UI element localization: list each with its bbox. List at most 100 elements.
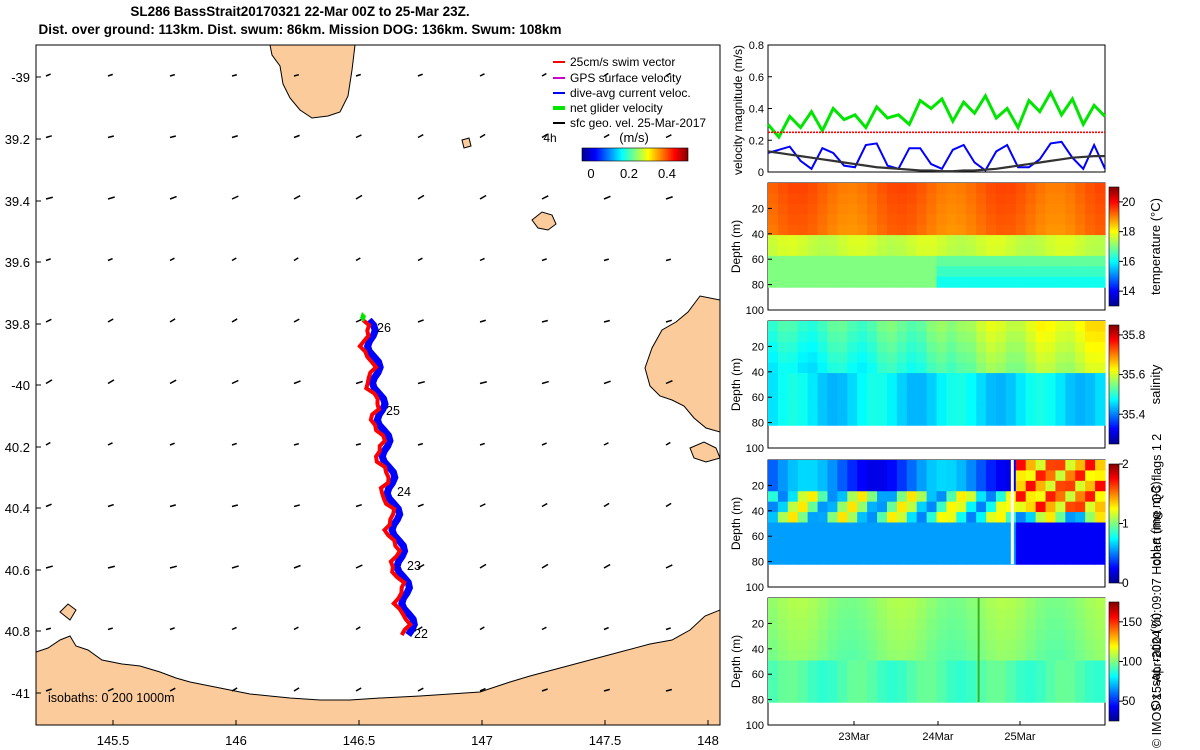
section-cell — [976, 224, 987, 236]
map-axis-ticks: 145.5 146 146.5 147 147.5 148-3939.239.439.63… — [5, 70, 719, 748]
section-cell — [906, 598, 918, 610]
section-cell — [976, 629, 987, 641]
legend-entry-swim: 25cm/s swim vector — [553, 55, 675, 69]
section-cell — [768, 224, 779, 236]
section-cell — [1055, 691, 1066, 703]
section-cell — [1035, 639, 1047, 651]
section-cell — [916, 183, 928, 195]
colorbar-tick-label: 50 — [1122, 694, 1136, 708]
section-cell — [847, 532, 858, 544]
section-cell — [986, 650, 997, 662]
sfc-velocity-arrow — [603, 626, 609, 631]
section-cell — [926, 235, 938, 247]
section-cell — [1065, 183, 1076, 195]
section-cell — [986, 501, 997, 513]
section-cell — [797, 543, 809, 555]
section-cell — [896, 245, 908, 257]
section-cell — [926, 341, 938, 353]
section-cell — [995, 331, 1007, 343]
section-cell — [797, 629, 809, 641]
section-cell — [916, 480, 928, 492]
section-cell — [1075, 639, 1086, 651]
section-cell — [1005, 681, 1017, 693]
section-cell — [1065, 532, 1076, 544]
section-cell — [817, 245, 829, 257]
section-cell — [877, 512, 888, 524]
section-cell — [797, 255, 809, 267]
section-cell — [847, 331, 858, 343]
section-cell — [1045, 214, 1057, 226]
section-cell — [867, 341, 878, 353]
section-cell — [777, 470, 789, 482]
tasmania-coast — [36, 609, 720, 725]
section-cell — [857, 362, 868, 374]
section-cell — [1055, 480, 1066, 492]
section-cell — [946, 501, 957, 513]
velocity-axes — [767, 44, 1106, 173]
section-cell — [976, 512, 987, 524]
section-cell — [1055, 352, 1066, 364]
section-cell — [787, 629, 799, 641]
depth-ylabel: Depth (m) — [729, 497, 743, 550]
section-cell — [906, 183, 918, 195]
section-cell — [807, 470, 819, 482]
section-cell — [966, 203, 977, 215]
section-cell — [946, 352, 957, 364]
section-cell — [837, 522, 848, 534]
section-cell — [926, 203, 938, 215]
section-cell — [797, 608, 809, 620]
section-cell — [797, 512, 809, 524]
section-cell — [1075, 224, 1086, 236]
section-cell — [926, 214, 938, 226]
sfc-velocity-arrow — [293, 318, 300, 323]
section-cell — [777, 383, 789, 395]
dive-avg-velocity-line — [767, 140, 1106, 172]
sfc-velocity-arrow — [45, 196, 53, 200]
section-cell — [995, 618, 1007, 630]
section-cell — [1015, 691, 1027, 703]
section-cell — [936, 532, 948, 544]
section-cell — [1095, 414, 1106, 426]
section-cell — [777, 362, 789, 374]
section-cell — [1015, 266, 1027, 278]
section-cell — [807, 193, 819, 205]
section-cell — [827, 660, 838, 672]
depth-tick-label: 60 — [752, 531, 764, 543]
section-cell — [1025, 691, 1037, 703]
section-cell — [1095, 629, 1106, 641]
section-cell — [867, 522, 878, 534]
section-cell — [896, 491, 908, 503]
section-colorbar — [1108, 601, 1120, 722]
section-cell — [777, 352, 789, 364]
sfc-velocity-arrow — [169, 257, 175, 262]
section-cell — [966, 598, 977, 610]
section-cell — [1005, 383, 1017, 395]
section-cell — [956, 480, 967, 492]
lat-tick-label: 39.4 — [5, 194, 30, 209]
section-cell — [847, 266, 858, 278]
section-cell — [1075, 460, 1086, 472]
section-cell — [1065, 383, 1076, 395]
section-cell — [886, 373, 898, 385]
section-cell — [995, 214, 1007, 226]
section-cell — [946, 214, 957, 226]
section-cell — [976, 501, 987, 513]
section-cell — [827, 650, 838, 662]
section-cell — [777, 532, 789, 544]
section-cell — [857, 373, 868, 385]
section-cell — [906, 691, 918, 703]
section-cell — [986, 245, 997, 257]
section-cell — [777, 414, 789, 426]
section-cell — [946, 331, 957, 343]
section-cell — [837, 183, 848, 195]
velocity-ytick-label: 0.2 — [749, 135, 764, 147]
section-cell — [916, 460, 928, 472]
section-cell — [1095, 331, 1106, 343]
section-cell — [1065, 331, 1076, 343]
section-cell — [847, 183, 858, 195]
section-cell — [827, 691, 838, 703]
section-cell — [857, 245, 868, 257]
section-cell — [916, 245, 928, 257]
section-cell — [877, 352, 888, 364]
section-cell — [1015, 193, 1027, 205]
